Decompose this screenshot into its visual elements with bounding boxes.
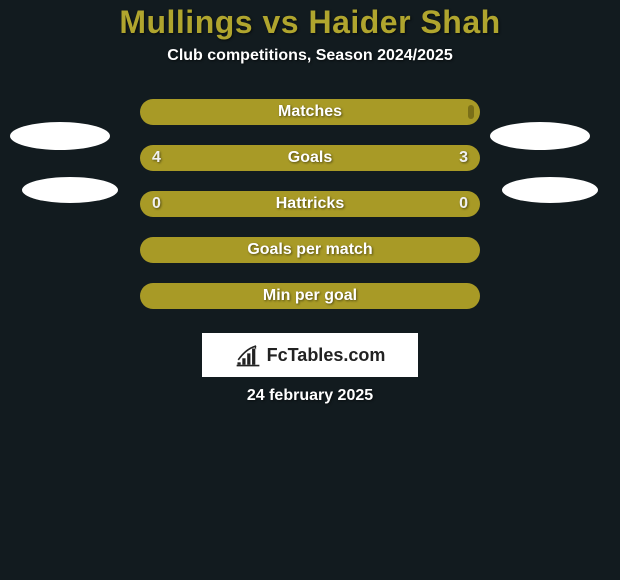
page-title: Mullings vs Haider Shah — [0, 4, 620, 41]
stat-label: Matches — [278, 103, 342, 121]
stat-left-value: 4 — [152, 149, 161, 167]
placeholder-oval — [22, 177, 118, 203]
stat-right-value: 0 — [459, 195, 468, 213]
stat-indicator — [468, 105, 474, 119]
stat-row: Min per goal — [0, 273, 620, 319]
subtitle: Club competitions, Season 2024/2025 — [0, 47, 620, 65]
stat-label: Goals per match — [247, 241, 372, 259]
stat-label: Min per goal — [263, 287, 357, 305]
stat-bar: Goals per match — [140, 237, 480, 263]
bar-chart-icon — [235, 342, 261, 368]
stat-bar: Matches — [140, 99, 480, 125]
stat-bar: Min per goal — [140, 283, 480, 309]
stat-bar: Hattricks 0 0 — [140, 191, 480, 217]
stat-right-value: 3 — [459, 149, 468, 167]
stat-label: Goals — [288, 149, 332, 167]
stat-left-value: 0 — [152, 195, 161, 213]
date-text: 24 february 2025 — [0, 387, 620, 405]
content: Mullings vs Haider Shah Club competition… — [0, 0, 620, 405]
stat-row: Goals per match — [0, 227, 620, 273]
placeholder-oval — [10, 122, 110, 150]
logo-box: FcTables.com — [202, 333, 418, 377]
stat-bar: Goals 4 3 — [140, 145, 480, 171]
placeholder-oval — [490, 122, 590, 150]
placeholder-oval — [502, 177, 598, 203]
stat-label: Hattricks — [276, 195, 344, 213]
logo-text: FcTables.com — [267, 345, 386, 366]
